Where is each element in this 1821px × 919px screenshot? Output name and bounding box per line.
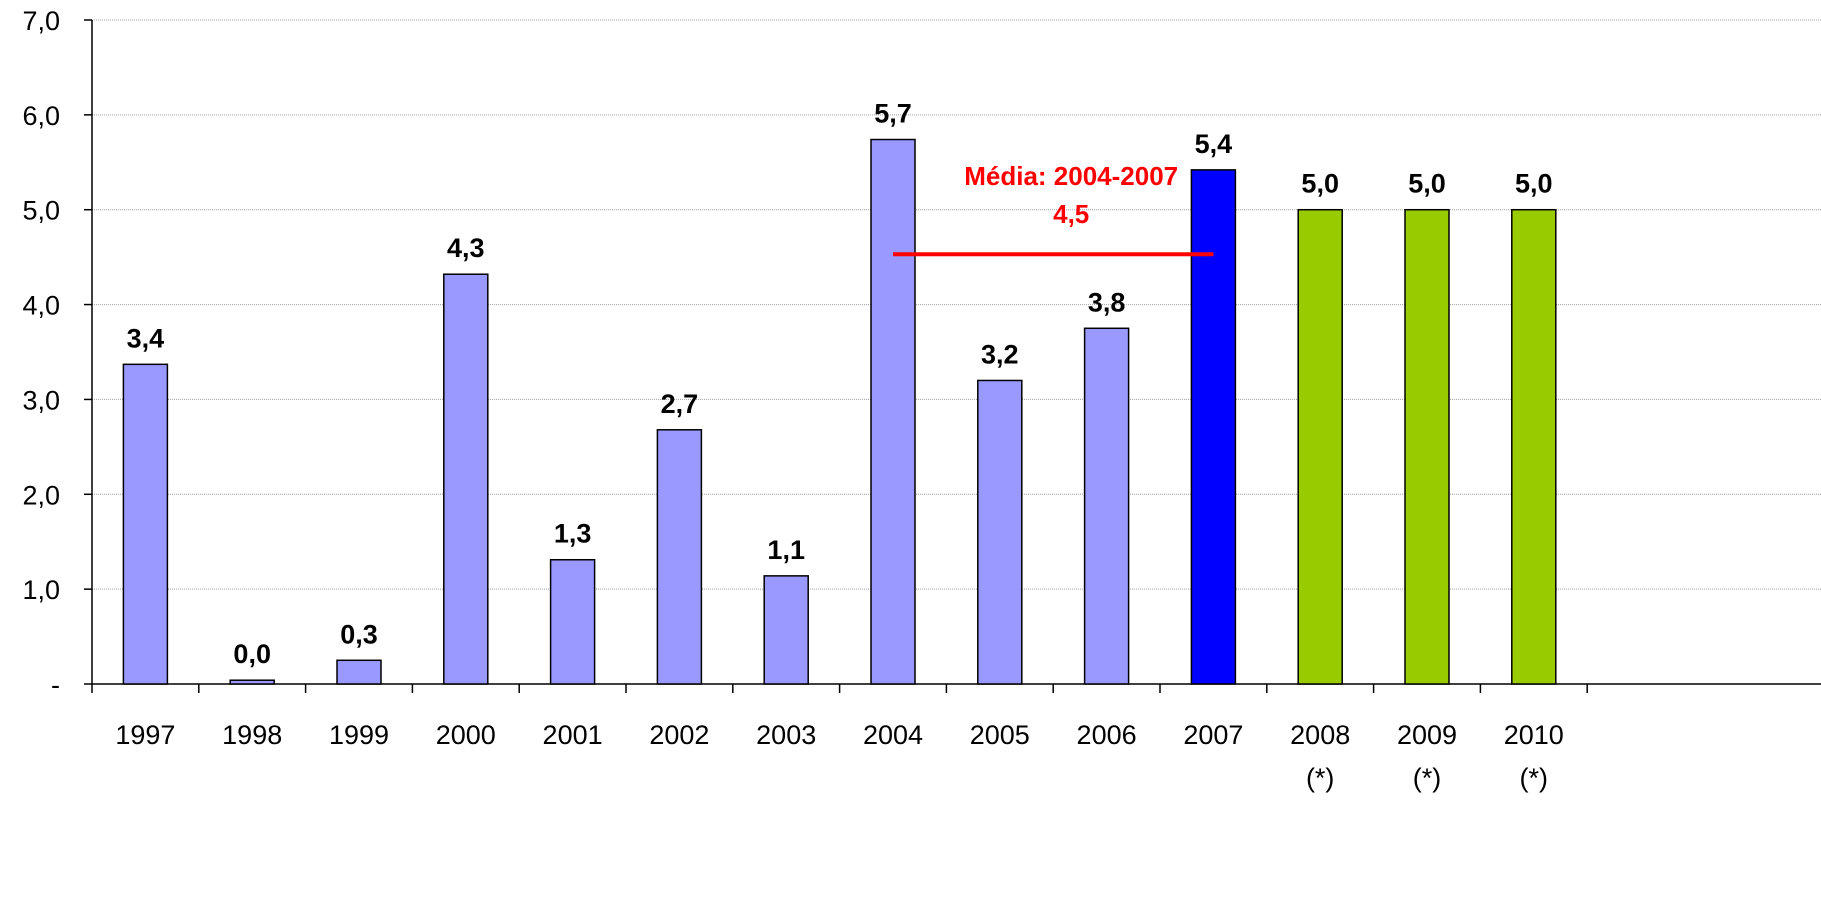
x-tick-label: 2001 xyxy=(543,720,603,750)
x-tick-label: 2000 xyxy=(436,720,496,750)
data-label: 5,7 xyxy=(874,99,912,129)
x-tick-label: 2003 xyxy=(756,720,816,750)
data-label: 1,3 xyxy=(554,519,592,549)
x-tick-label: 1998 xyxy=(222,720,282,750)
y-tick-label: 4,0 xyxy=(22,291,60,321)
data-label: 3,2 xyxy=(981,339,1019,369)
data-label: 0,0 xyxy=(233,639,271,669)
data-label: 3,8 xyxy=(1088,287,1126,317)
y-tick-label: 3,0 xyxy=(22,385,60,415)
bar xyxy=(443,273,489,685)
bar xyxy=(763,575,809,685)
data-label: 0,3 xyxy=(340,619,378,649)
data-label: 2,7 xyxy=(661,389,699,419)
bar xyxy=(870,138,916,685)
data-label: 5,4 xyxy=(1195,129,1233,159)
bar xyxy=(549,558,596,685)
bar xyxy=(229,679,275,685)
y-tick-label: - xyxy=(51,670,60,700)
y-tick-label: 1,0 xyxy=(22,575,60,605)
bars xyxy=(122,138,1557,685)
average-label-title: Média: 2004-2007 xyxy=(964,161,1178,191)
y-tick-label: 5,0 xyxy=(22,196,60,226)
bar xyxy=(1083,327,1130,685)
x-tick-label: 2008 xyxy=(1290,720,1350,750)
data-label: 5,0 xyxy=(1515,169,1553,199)
bar xyxy=(1190,169,1237,685)
data-label: 3,4 xyxy=(127,323,165,353)
axes xyxy=(84,19,1821,693)
bar xyxy=(1511,208,1557,685)
x-tick-label: 2002 xyxy=(649,720,709,750)
data-labels: 3,4 0,0 0,3 4,3 1,3 2,7 1,1 5,7 3,2 3,8 5,4 5,0 5,0 5… xyxy=(127,99,1553,670)
x-tick-label: 1999 xyxy=(329,720,389,750)
bar xyxy=(122,363,169,685)
bar xyxy=(336,659,382,685)
data-label: 1,1 xyxy=(767,535,805,565)
x-tick-note: (*) xyxy=(1520,763,1549,793)
x-tick-label: 2006 xyxy=(1077,720,1137,750)
x-tick-label: 2009 xyxy=(1397,720,1457,750)
y-axis-tick-labels: - 1,0 2,0 3,0 4,0 5,0 6,0 7,0 xyxy=(22,6,60,700)
x-tick-label: 1997 xyxy=(115,720,175,750)
gridlines xyxy=(92,19,1821,590)
bar xyxy=(1404,208,1450,685)
data-label: 5,0 xyxy=(1408,169,1446,199)
x-tick-label: 2007 xyxy=(1183,720,1243,750)
x-tick-label: 2010 xyxy=(1504,720,1564,750)
x-tick-note: (*) xyxy=(1413,763,1442,793)
bar xyxy=(1297,208,1343,685)
x-tick-label: 2005 xyxy=(970,720,1030,750)
average-annotation: Média: 2004-2007 4,5 xyxy=(893,161,1214,257)
bar xyxy=(977,379,1023,685)
y-tick-label: 7,0 xyxy=(22,6,60,36)
x-tick-label: 2004 xyxy=(863,720,923,750)
y-tick-label: 6,0 xyxy=(22,101,60,131)
data-label: 4,3 xyxy=(447,233,485,263)
x-tick-note: (*) xyxy=(1306,763,1335,793)
y-tick-label: 2,0 xyxy=(22,480,60,510)
average-label-value: 4,5 xyxy=(1053,199,1089,229)
bar xyxy=(656,429,703,685)
x-axis-tick-labels: 1997 1998 1999 2000 2001 2002 2003 2004 2005 2006… xyxy=(115,720,1563,793)
data-label: 5,0 xyxy=(1301,169,1339,199)
